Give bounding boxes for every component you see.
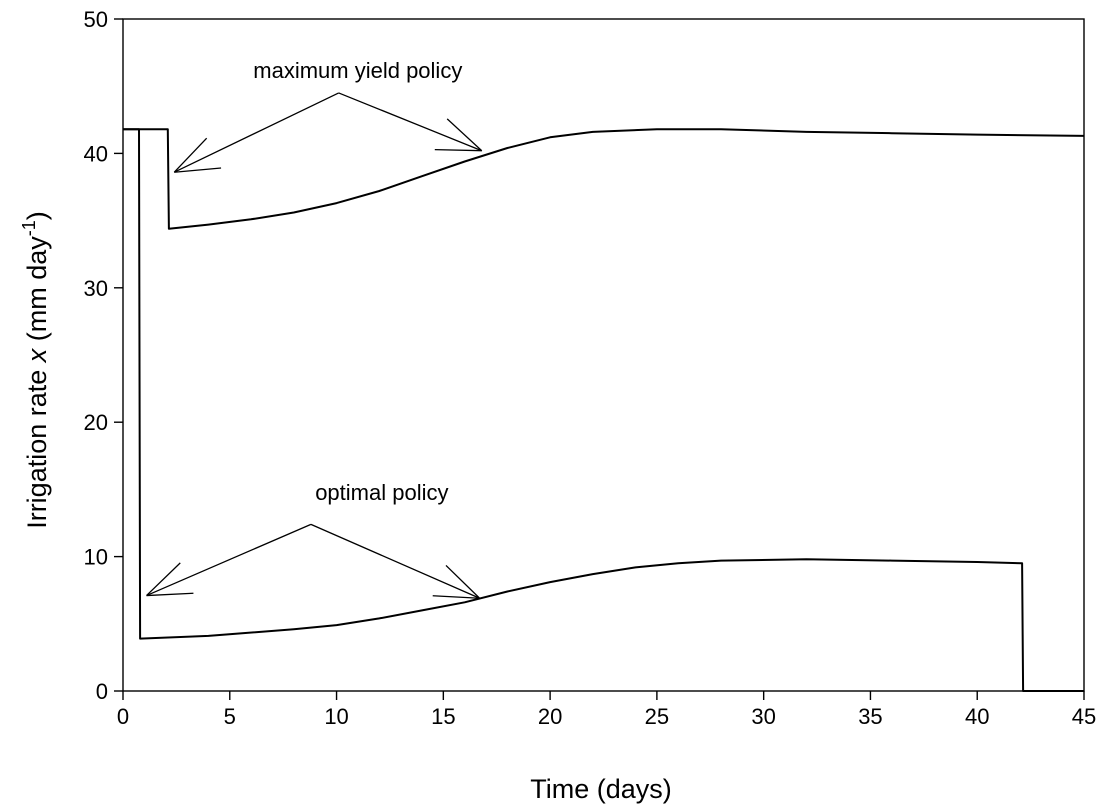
x-tick-label: 30 [751,704,775,729]
annotation-arrow [338,92,483,152]
arrowhead [446,118,483,152]
arrowhead [146,592,194,597]
plot-area [122,18,1085,692]
y-axis: 0 10 20 30 40 50 [84,7,123,704]
y-tick-label: 30 [84,276,108,301]
x-tick-label: 45 [1072,704,1096,729]
arrowhead [434,148,482,152]
x-axis: 0 5 10 15 20 25 30 35 40 45 [117,691,1096,729]
arrowhead [146,562,181,597]
annotation-arrow [146,523,312,597]
x-tick-label: 15 [431,704,455,729]
annotation-optimal-policy: optimal policy [315,480,448,505]
x-axis-title: Time (days) [530,774,672,804]
series-line-optimal-policy [123,128,1084,692]
y-axis-title-variable: x [22,347,52,364]
x-tick-label: 20 [538,704,562,729]
y-tick-label: 20 [84,410,108,435]
y-tick-label: 10 [84,545,108,570]
series-line-maximum-yield-policy [123,128,1085,230]
x-tick-label: 40 [965,704,989,729]
arrowhead [174,167,222,173]
x-tick-label: 5 [224,704,236,729]
annotations: maximum yield policy optimal policy [146,58,483,599]
y-tick-label: 0 [96,679,108,704]
arrowhead [445,564,481,599]
annotation-maximum-yield-policy: maximum yield policy [253,58,462,83]
arrowhead [432,595,480,599]
x-tick-label: 25 [645,704,669,729]
plot-border [122,18,1085,692]
y-axis-title-superscript: -1 [19,220,39,236]
x-tick-label: 0 [117,704,129,729]
annotation-arrow [173,92,339,173]
y-axis-title-prefix: Irrigation rate [22,362,52,529]
y-axis-title-close: ) [22,211,52,220]
annotation-arrow [310,523,480,599]
series-layer [123,128,1085,692]
y-tick-label: 50 [84,7,108,32]
y-axis-title-unit: (mm day [22,236,52,349]
x-tick-label: 35 [858,704,882,729]
x-tick-label: 10 [324,704,348,729]
y-axis-title: Irrigation rate x (mm day-1) [19,211,52,529]
arrowhead [173,137,208,173]
y-tick-label: 40 [84,141,108,166]
